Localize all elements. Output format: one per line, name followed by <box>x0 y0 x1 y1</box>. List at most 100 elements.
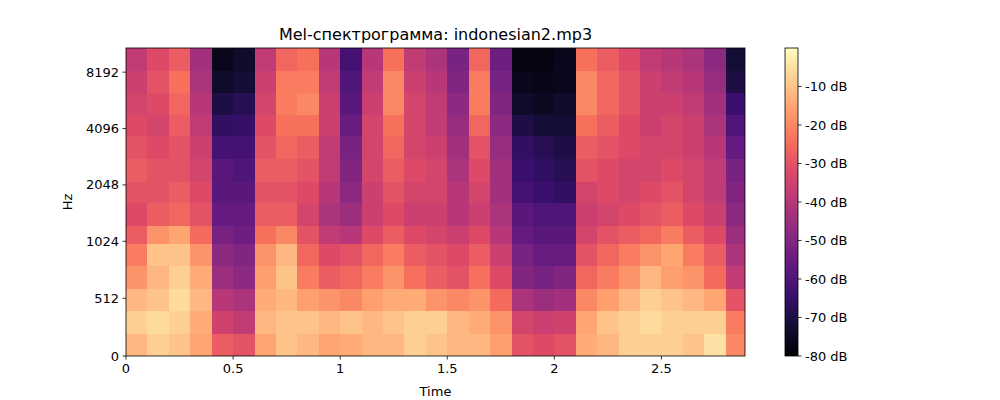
cell <box>169 136 191 159</box>
cell <box>661 114 683 136</box>
x-tick <box>661 356 662 360</box>
cell <box>147 333 169 356</box>
cell <box>704 92 726 114</box>
cell <box>340 48 362 71</box>
cell <box>597 136 619 159</box>
y-tick-label: 8192 <box>86 65 119 80</box>
cell <box>212 288 234 311</box>
cell <box>190 181 212 203</box>
cell <box>597 243 619 266</box>
y-tick <box>123 184 127 185</box>
colorbar-tick <box>798 317 802 318</box>
cell <box>597 48 619 71</box>
cell <box>383 333 405 356</box>
cell <box>597 92 619 114</box>
cell <box>640 136 662 159</box>
cell <box>362 92 384 114</box>
cell <box>126 114 148 136</box>
cell <box>319 225 341 244</box>
cell <box>233 288 255 311</box>
cell <box>212 92 234 114</box>
cell <box>169 266 191 289</box>
cell <box>490 181 512 203</box>
cell <box>469 266 491 289</box>
cell <box>447 158 469 182</box>
cell <box>212 225 234 244</box>
cell <box>512 203 534 226</box>
cell <box>512 136 534 159</box>
cell <box>533 203 555 226</box>
cell <box>126 243 148 266</box>
y-tick <box>123 72 127 73</box>
cell <box>597 266 619 289</box>
cell <box>126 266 148 289</box>
cell <box>490 70 512 93</box>
cell <box>383 266 405 289</box>
cell <box>704 288 726 311</box>
cell <box>426 203 448 226</box>
cell <box>190 158 212 182</box>
cell <box>640 114 662 136</box>
cell <box>640 70 662 93</box>
cell <box>126 92 148 114</box>
cell <box>190 136 212 159</box>
cell <box>576 288 598 311</box>
y-tick-label: 4096 <box>86 121 119 136</box>
y-tick-label: 512 <box>94 291 119 306</box>
x-axis-label: Time <box>419 384 452 399</box>
cell <box>576 266 598 289</box>
cell <box>404 333 426 356</box>
cell <box>490 92 512 114</box>
cell <box>469 92 491 114</box>
cell <box>597 114 619 136</box>
cell <box>469 114 491 136</box>
cell <box>640 203 662 226</box>
cell <box>147 114 169 136</box>
cell <box>276 92 298 114</box>
cell <box>426 70 448 93</box>
plot-frame <box>126 48 745 356</box>
cell <box>726 114 745 136</box>
cell <box>319 243 341 266</box>
cell <box>233 181 255 203</box>
cell <box>126 225 148 244</box>
cell <box>554 266 576 289</box>
cell <box>319 288 341 311</box>
cell <box>640 225 662 244</box>
cell <box>426 48 448 71</box>
colorbar-tick <box>798 125 802 126</box>
cell <box>619 48 641 71</box>
cell <box>276 266 298 289</box>
cell <box>255 311 277 334</box>
y-tick-label: 0 <box>111 349 119 364</box>
cell <box>726 333 745 356</box>
cell <box>255 225 277 244</box>
cell <box>340 225 362 244</box>
cell <box>469 158 491 182</box>
cell <box>512 311 534 334</box>
cell <box>169 288 191 311</box>
cell <box>255 48 277 71</box>
cell <box>619 203 641 226</box>
cell <box>554 333 576 356</box>
colorbar-tick <box>798 240 802 241</box>
cell <box>340 92 362 114</box>
cell <box>619 311 641 334</box>
cell <box>683 158 705 182</box>
cell <box>147 70 169 93</box>
cell <box>255 114 277 136</box>
cell <box>683 288 705 311</box>
cell <box>169 311 191 334</box>
colorbar-tick-label: -70 dB <box>805 310 848 325</box>
cell <box>704 311 726 334</box>
colorbar-tick-label: -60 dB <box>805 272 848 287</box>
cell <box>212 114 234 136</box>
cell <box>404 136 426 159</box>
cell <box>169 181 191 203</box>
cell <box>447 92 469 114</box>
cell <box>597 158 619 182</box>
cell <box>340 333 362 356</box>
cell <box>126 203 148 226</box>
cell <box>276 225 298 244</box>
cell <box>147 243 169 266</box>
